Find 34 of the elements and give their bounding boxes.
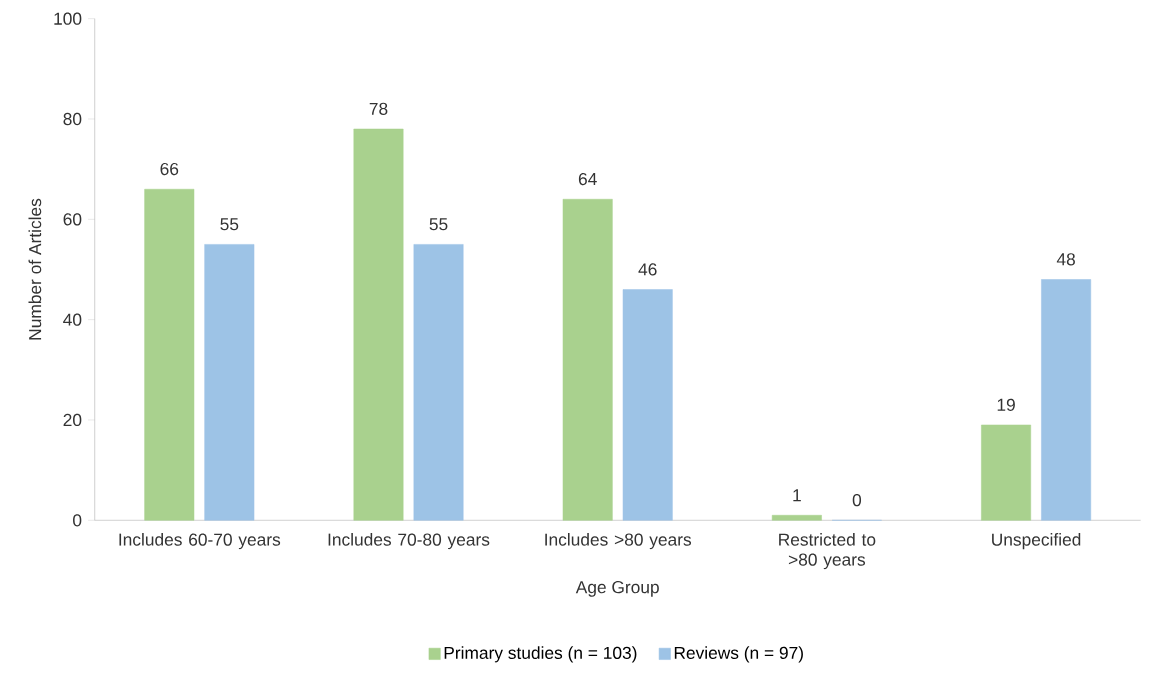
bar <box>622 289 673 521</box>
y-tick-label: 40 <box>63 313 82 326</box>
data-label: 78 <box>369 102 388 116</box>
data-label: 64 <box>578 173 597 186</box>
y-tick-label: 0 <box>73 514 82 527</box>
y-axis-title: Number of Articles <box>28 198 42 340</box>
x-tick-label: Unspecified <box>992 533 1081 550</box>
y-tick-label: 100 <box>54 12 82 25</box>
bar <box>1041 279 1092 521</box>
legend-label: Primary studies (n = 103) <box>444 646 637 663</box>
x-tick-label: Includes 60-70 years <box>119 533 281 550</box>
data-label: 1 <box>793 489 801 502</box>
data-label: 55 <box>220 218 239 231</box>
bar <box>771 515 822 521</box>
y-tick-label: 60 <box>63 213 82 226</box>
bar <box>413 244 464 521</box>
x-axis-title: Age Group <box>575 581 659 597</box>
y-tick-label: 80 <box>63 112 82 126</box>
data-label: 55 <box>429 218 448 231</box>
data-label: 46 <box>638 263 657 276</box>
data-label: 48 <box>1056 253 1075 266</box>
legend-label: Reviews (n = 97) <box>674 646 803 663</box>
x-tick-label: Includes 70-80 years <box>328 533 490 550</box>
data-label: 0 <box>852 494 862 507</box>
x-tick-label: Restricted to >80 years <box>779 533 876 570</box>
bar <box>981 424 1031 521</box>
bar <box>353 128 404 521</box>
data-label: 19 <box>997 398 1015 412</box>
bar <box>204 244 255 521</box>
bar <box>562 199 613 521</box>
y-tick-label: 20 <box>63 413 82 427</box>
bar <box>144 189 195 521</box>
x-tick-label: Includes >80 years <box>545 533 692 550</box>
data-label: 66 <box>160 163 179 176</box>
